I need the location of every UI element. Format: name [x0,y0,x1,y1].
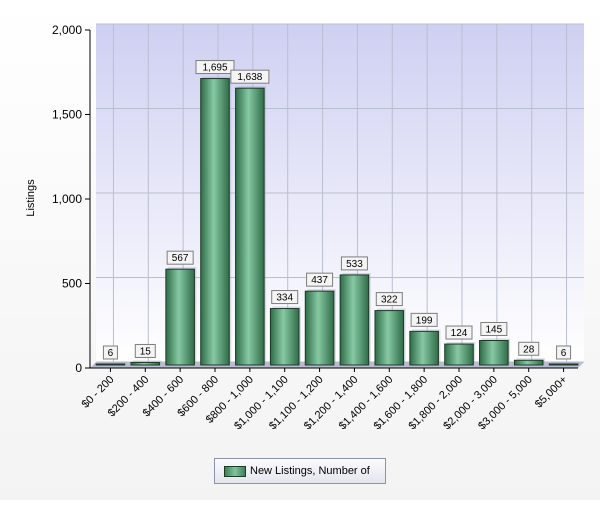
data-label-box [195,60,235,75]
data-label: 567 [172,253,189,264]
plot-area [90,24,584,368]
bar [235,87,265,366]
legend: New Listings, Number of [214,458,386,484]
y-tick-label: 0 [75,361,82,375]
y-tick-label: 1,000 [52,192,82,206]
data-label-box [375,292,403,307]
data-label-box [518,341,540,356]
bar [409,330,439,366]
bar [95,363,126,366]
bar [374,310,405,366]
data-label: 1,695 [202,63,227,74]
bar [513,359,544,366]
data-label-box [230,69,270,84]
data-label: 6 [108,348,114,359]
data-labels: 6 15 567 1,695 1,638 334 437 533 322 199 124 145 28 6 [102,60,572,360]
bar [479,339,509,366]
data-label-box [480,321,508,336]
bar [304,290,335,366]
data-label: 28 [523,344,535,355]
data-label: 1,638 [237,72,262,83]
bar [339,274,370,366]
y-tick-label: 500 [62,277,82,291]
data-label: 145 [486,324,503,335]
bar-shadow [132,360,162,363]
bars [95,76,580,366]
data-label-box [410,312,438,327]
data-label-box [134,343,156,358]
bar [548,363,579,366]
data-label-box [271,290,299,305]
bar [165,268,195,366]
data-label: 437 [311,275,328,286]
data-label: 533 [346,259,363,270]
data-label: 199 [416,315,433,326]
data-label-box [306,272,334,287]
y-tick-label: 1,500 [52,108,82,122]
bar [269,308,300,366]
y-tick-label: 2,000 [52,23,82,37]
y-axis-title: Listings [25,179,37,217]
data-label: 322 [381,295,398,306]
legend-label: New Listings, Number of [250,465,370,477]
bar-shadow [551,361,580,363]
legend-swatch [224,465,246,477]
data-label-box [445,325,473,340]
bar [130,361,161,366]
x-tick-label: $5,000+ [533,374,570,411]
data-label: 124 [451,328,468,339]
data-label-box [166,250,194,265]
data-label-box [556,345,572,360]
bar-shadow [98,361,127,363]
bar [444,343,474,366]
bar [200,78,230,366]
data-label: 15 [140,346,152,357]
data-label-box [102,345,118,360]
data-label-box [340,256,368,271]
data-label: 334 [276,293,293,304]
data-label: 6 [561,348,567,359]
